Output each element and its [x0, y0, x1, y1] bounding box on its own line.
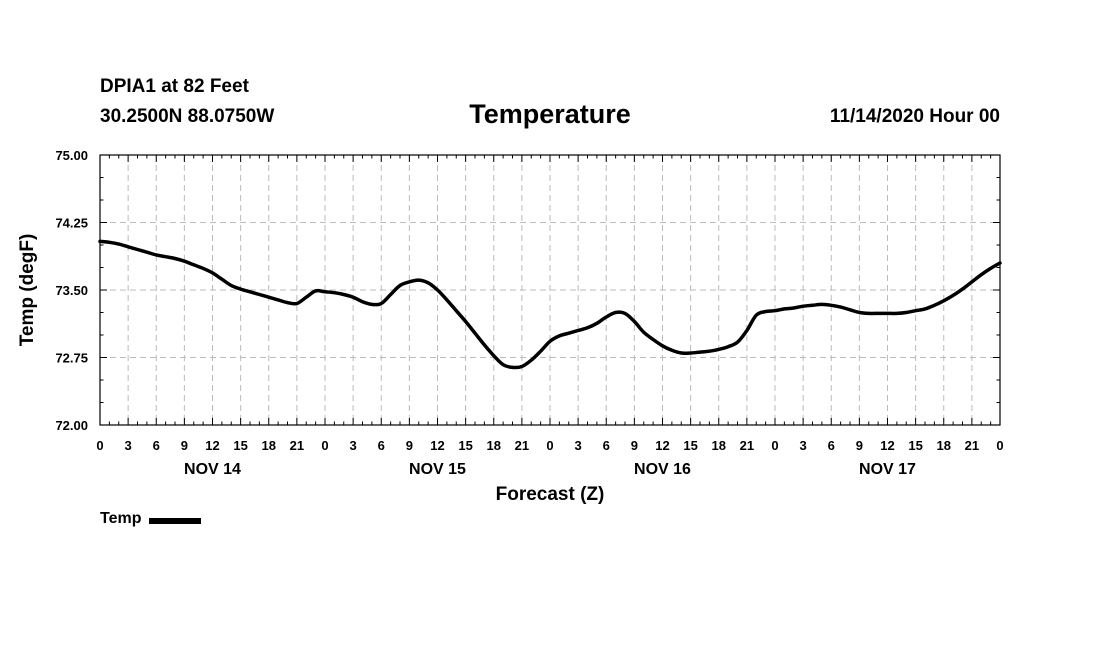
- x-tick-label: 12: [880, 438, 894, 453]
- y-tick-label: 74.25: [55, 216, 88, 231]
- x-tick-label: 3: [125, 438, 132, 453]
- x-tick-label: 15: [908, 438, 922, 453]
- x-tick-label: 6: [828, 438, 835, 453]
- x-tick-label: 6: [603, 438, 610, 453]
- x-tick-label: 12: [655, 438, 669, 453]
- x-tick-label: 15: [458, 438, 472, 453]
- y-tick-label: 73.50: [55, 283, 88, 298]
- day-label: NOV 15: [409, 461, 466, 478]
- coordinates-label: 30.2500N 88.0750W: [100, 106, 275, 127]
- x-tick-label: 3: [575, 438, 582, 453]
- x-tick-label: 0: [771, 438, 778, 453]
- x-tick-label: 9: [631, 438, 638, 453]
- legend-label-temp: Temp: [100, 510, 142, 527]
- x-tick-label: 3: [800, 438, 807, 453]
- x-tick-label: 3: [350, 438, 357, 453]
- x-tick-label: 18: [937, 438, 951, 453]
- x-tick-label: 15: [683, 438, 697, 453]
- station-label: DPIA1 at 82 Feet: [100, 76, 249, 97]
- x-tick-label: 21: [515, 438, 529, 453]
- legend-swatch-temp: [149, 517, 202, 524]
- y-tick-label: 72.00: [55, 418, 88, 433]
- x-tick-label: 18: [712, 438, 726, 453]
- x-tick-label: 21: [290, 438, 304, 453]
- x-tick-label: 0: [321, 438, 328, 453]
- x-tick-label: 9: [181, 438, 188, 453]
- day-label: NOV 16: [634, 461, 691, 478]
- x-tick-label: 21: [965, 438, 979, 453]
- x-tick-label: 6: [378, 438, 385, 453]
- temp-series-line: [98, 239, 1002, 370]
- x-tick-label: 6: [153, 438, 160, 453]
- axis-labels: 72.00 72.75 73.50 74.25 75.00 0 3 6 9 12 15 18 21 0 3 6…: [55, 148, 1003, 478]
- plot-frame: [99, 154, 1001, 426]
- day-label: NOV 14: [184, 461, 241, 478]
- x-tick-label: 18: [487, 438, 501, 453]
- x-tick-label: 12: [205, 438, 219, 453]
- y-axis-title: Temp (degF): [17, 234, 38, 347]
- day-label: NOV 17: [859, 461, 916, 478]
- legend: Temp: [100, 510, 202, 528]
- x-tick-label: 9: [856, 438, 863, 453]
- grid: [100, 155, 1000, 425]
- x-tick-label: 0: [996, 438, 1003, 453]
- run-time-label: 11/14/2020 Hour 00: [829, 106, 1000, 127]
- x-axis-title: Forecast (Z): [496, 484, 605, 505]
- x-tick-label: 18: [262, 438, 276, 453]
- x-tick-label: 15: [233, 438, 247, 453]
- y-tick-label: 75.00: [55, 148, 88, 163]
- x-tick-label: 9: [406, 438, 413, 453]
- x-tick-label: 0: [546, 438, 553, 453]
- y-tick-label: 72.75: [55, 351, 88, 366]
- chart-title: Temperature: [469, 99, 631, 129]
- x-tick-label: 0: [96, 438, 103, 453]
- x-tick-label: 21: [740, 438, 754, 453]
- x-tick-label: 12: [430, 438, 444, 453]
